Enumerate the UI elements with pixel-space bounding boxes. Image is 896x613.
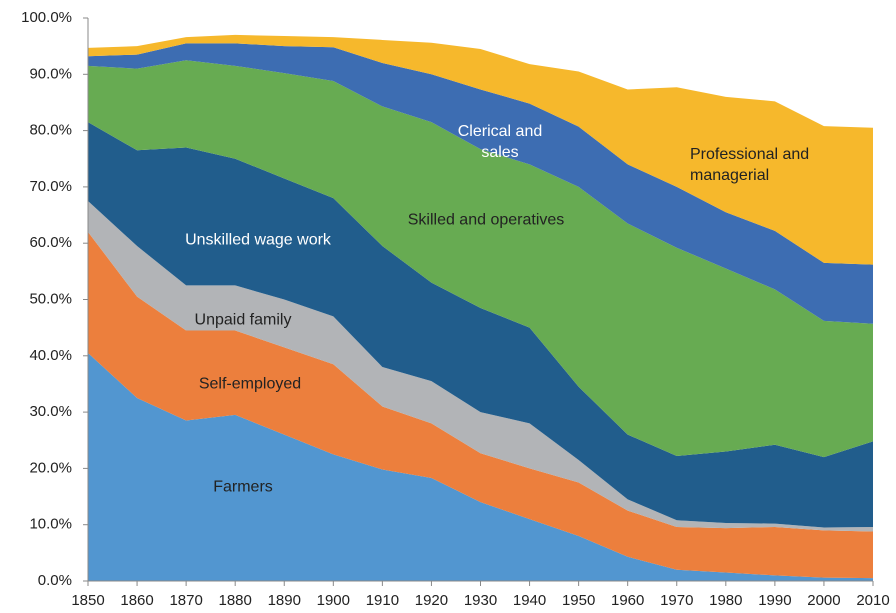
area xyxy=(88,43,873,324)
y-tick-label: 40.0% xyxy=(29,347,72,364)
series-label: Self-employed xyxy=(198,375,302,393)
series-label: Skilled and operatives xyxy=(407,211,565,229)
x-tick-label: 1900 xyxy=(317,592,350,609)
x-tick-label: 1980 xyxy=(709,592,742,609)
x-tick-label: 1960 xyxy=(611,592,644,609)
area xyxy=(88,60,873,458)
y-tick-label: 30.0% xyxy=(29,403,72,420)
x-tick-label: 1940 xyxy=(513,592,546,609)
x-tick-label: 2000 xyxy=(807,592,840,609)
area xyxy=(88,122,873,528)
x-tick-label: 1950 xyxy=(562,592,595,609)
y-tick-label: 20.0% xyxy=(29,459,72,476)
x-tick-label: 1990 xyxy=(758,592,791,609)
series-label: Clerical and sales xyxy=(457,123,543,161)
x-tick-label: 1910 xyxy=(366,592,399,609)
y-tick-label: 80.0% xyxy=(29,122,72,139)
series-label: Unpaid family xyxy=(194,311,292,329)
y-tick-label: 10.0% xyxy=(29,516,72,533)
x-tick-label: 1850 xyxy=(71,592,104,609)
area xyxy=(88,352,873,581)
x-tick-label: 1920 xyxy=(415,592,448,609)
x-tick-label: 1930 xyxy=(464,592,497,609)
series-label: Professional and managerial xyxy=(690,146,810,184)
x-tick-label: 1860 xyxy=(120,592,153,609)
area xyxy=(88,34,873,265)
y-tick-label: 60.0% xyxy=(29,234,72,251)
y-tick-label: 0.0% xyxy=(38,572,72,589)
x-tick-label: 2010 xyxy=(856,592,889,609)
y-tick-label: 100.0% xyxy=(21,9,72,26)
x-tick-label: 1880 xyxy=(219,592,252,609)
series-label: Unskilled wage work xyxy=(185,231,331,249)
y-tick-label: 90.0% xyxy=(29,65,72,82)
y-tick-label: 70.0% xyxy=(29,178,72,195)
y-tick-label: 50.0% xyxy=(29,290,72,307)
x-tick-label: 1890 xyxy=(268,592,301,609)
x-tick-label: 1970 xyxy=(660,592,693,609)
x-tick-label: 1870 xyxy=(169,592,202,609)
series-label: Farmers xyxy=(213,478,273,496)
area xyxy=(88,231,873,579)
